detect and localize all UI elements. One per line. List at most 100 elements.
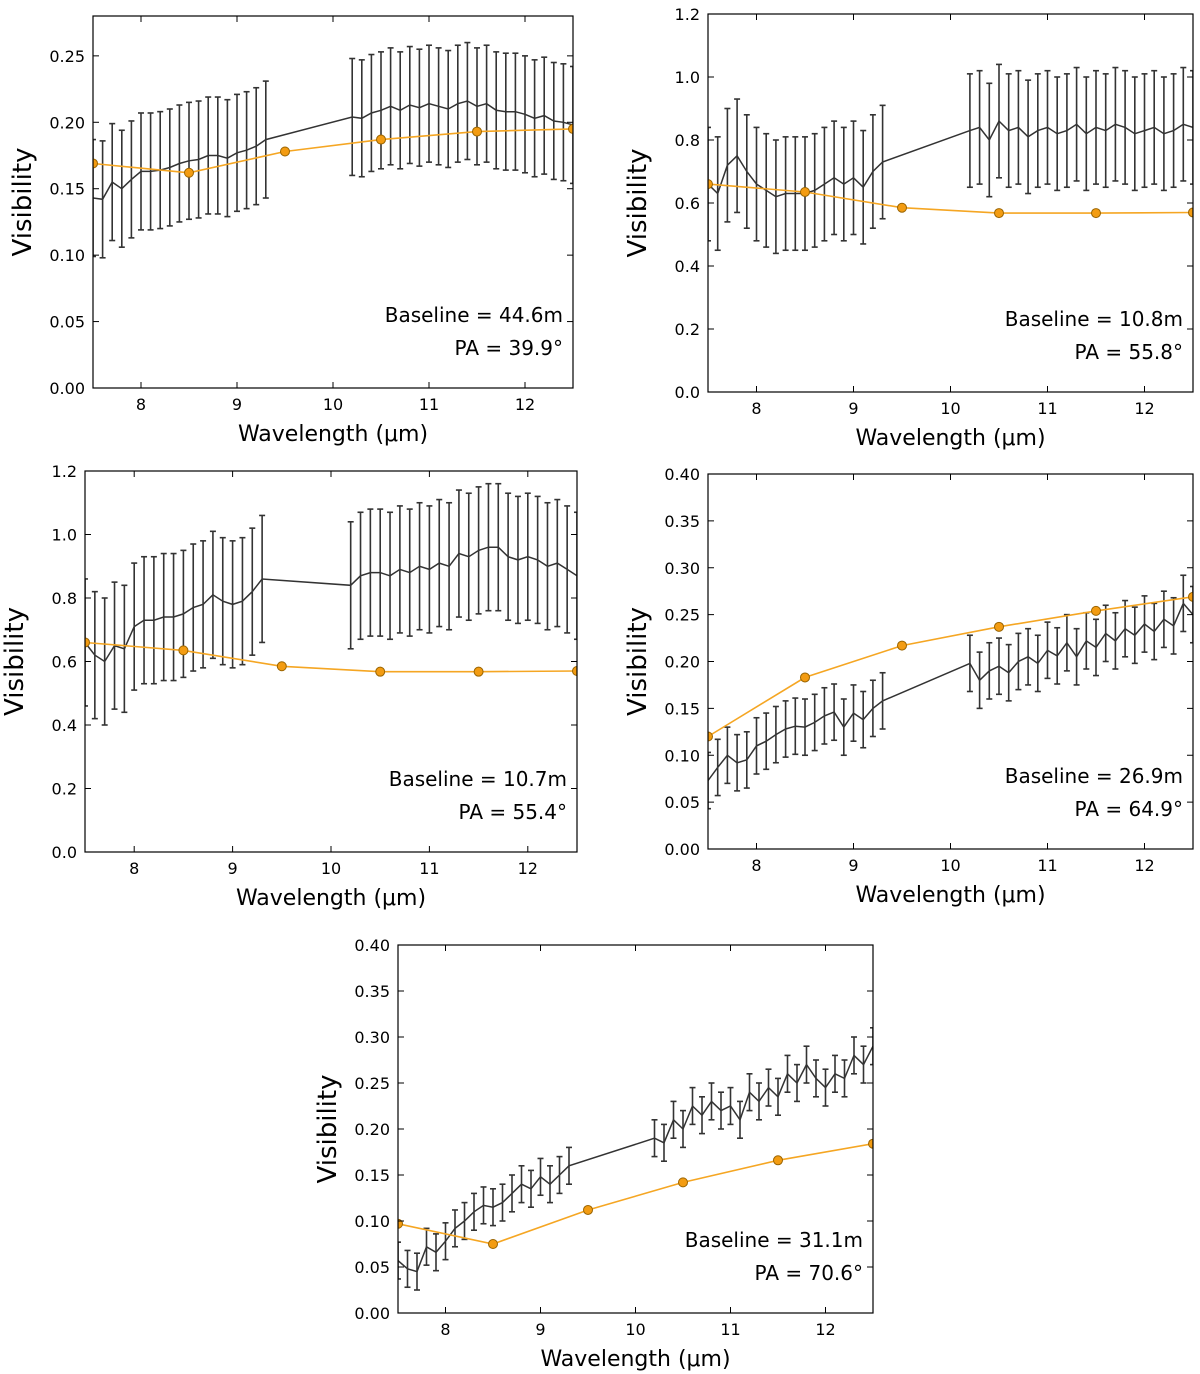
model-series-line <box>85 641 577 673</box>
baseline-annotation: Baseline = 10.8m <box>1005 307 1183 331</box>
error-bar <box>870 1027 873 1066</box>
model-point <box>897 202 907 213</box>
x-tick-label: 10 <box>323 395 343 414</box>
error-bar <box>708 126 711 242</box>
x-tick-label: 12 <box>1134 856 1154 875</box>
y-tick-label: 0.30 <box>354 1028 390 1047</box>
model-point <box>800 186 810 197</box>
x-tick-label: 11 <box>419 395 439 414</box>
x-tick-label: 10 <box>625 1320 645 1339</box>
model-point <box>178 645 189 656</box>
y-axis-label: Visibility <box>313 1075 343 1184</box>
y-tick-label: 0.15 <box>664 699 700 718</box>
y-tick-label: 0.4 <box>675 257 700 276</box>
baseline-annotation: Baseline = 44.6m <box>385 303 563 327</box>
error-bar <box>708 751 711 810</box>
y-tick-label: 1.2 <box>52 462 77 481</box>
y-tick-label: 0.10 <box>664 746 700 765</box>
error-bar <box>398 1241 401 1280</box>
y-tick-label: 0.25 <box>49 47 85 66</box>
x-tick-label: 11 <box>1037 856 1057 875</box>
model-point <box>708 731 713 742</box>
model-series-line <box>708 183 1193 214</box>
x-tick-label: 11 <box>720 1320 740 1339</box>
x-tick-label: 12 <box>518 859 538 878</box>
y-tick-label: 0.25 <box>354 1074 390 1093</box>
panel-1: 8 9 10 11 12 0.00 0.05 0.10 0.15 0.20 0.25 Waveleng… <box>8 15 574 447</box>
x-tick-label: 8 <box>440 1320 450 1339</box>
y-tick-label: 0.10 <box>354 1212 390 1231</box>
x-axis-label: Wavelength (μm) <box>238 422 428 447</box>
model-point <box>280 146 290 157</box>
model-point <box>375 666 386 677</box>
x-tick-label: 8 <box>136 395 146 414</box>
model-point <box>994 208 1004 219</box>
model-point <box>568 123 573 134</box>
x-tick-label: 12 <box>815 1320 835 1339</box>
x-tick-label: 9 <box>232 395 242 414</box>
y-tick-label: 0.0 <box>52 843 77 862</box>
model-point <box>678 1177 688 1188</box>
model-point <box>85 637 90 648</box>
y-tick-label: 0.4 <box>52 716 77 735</box>
model-point <box>93 158 98 169</box>
pa-annotation: PA = 55.4° <box>459 800 567 824</box>
baseline-annotation: Baseline = 26.9m <box>1005 764 1183 788</box>
y-tick-label: 0.8 <box>675 131 700 150</box>
plot-content <box>398 1027 873 1291</box>
x-tick-label: 8 <box>751 399 761 418</box>
x-tick-label: 12 <box>1134 399 1154 418</box>
y-tick-label: 1.0 <box>52 526 77 545</box>
baseline-annotation: Baseline = 10.7m <box>389 767 567 791</box>
y-tick-label: 1.2 <box>675 5 700 24</box>
x-tick-label: 10 <box>940 856 960 875</box>
model-point <box>868 1138 873 1149</box>
panel-5: 8 9 10 11 12 0.00 0.05 0.10 0.15 0.20 0.25 0.30 0.35… <box>313 936 874 1372</box>
plot-area <box>398 945 873 1313</box>
x-tick-label: 12 <box>515 395 535 414</box>
y-tick-label: 0.15 <box>354 1166 390 1185</box>
panel-4: 8 9 10 11 12 0.00 0.05 0.10 0.15 0.20 0.25 0.30 0.35… <box>623 465 1194 908</box>
plot-content <box>93 41 573 259</box>
y-tick-label: 0.0 <box>675 383 700 402</box>
pa-annotation: PA = 70.6° <box>755 1261 863 1285</box>
y-tick-label: 0.2 <box>675 320 700 339</box>
x-tick-label: 10 <box>940 399 960 418</box>
y-tick-label: 0.6 <box>52 653 77 672</box>
x-tick-label: 9 <box>848 856 858 875</box>
x-tick-label: 11 <box>1037 399 1057 418</box>
plot-area <box>85 471 577 852</box>
y-tick-label: 0.00 <box>354 1304 390 1323</box>
error-bar <box>85 578 88 707</box>
x-axis-label: Wavelength (μm) <box>855 883 1045 908</box>
model-point <box>1091 208 1101 219</box>
y-tick-label: 0.05 <box>354 1258 390 1277</box>
plot-content <box>708 63 1193 255</box>
x-tick-label: 8 <box>129 859 139 878</box>
panel-3: 8 9 10 11 12 0.0 0.2 0.4 0.6 0.8 1.0 1.2 Wavelength … <box>0 462 578 911</box>
plot-area <box>93 16 573 388</box>
y-tick-label: 0.8 <box>52 589 77 608</box>
pa-annotation: PA = 64.9° <box>1075 797 1183 821</box>
y-axis-label: Visibility <box>623 149 653 258</box>
observed-series-line <box>708 119 1193 198</box>
model-point <box>488 1239 498 1249</box>
y-tick-label: 0.35 <box>354 982 390 1001</box>
model-point <box>376 134 386 145</box>
y-axis-label: Visibility <box>8 148 38 257</box>
model-point <box>276 661 287 672</box>
model-point <box>572 666 577 677</box>
model-point <box>398 1218 403 1229</box>
model-point <box>773 1155 783 1166</box>
y-tick-label: 0.35 <box>664 512 700 531</box>
y-tick-label: 0.6 <box>675 194 700 213</box>
x-tick-label: 11 <box>419 859 439 878</box>
x-axis-label: Wavelength (μm) <box>540 1347 730 1372</box>
observed-series-line <box>708 602 1193 782</box>
model-point <box>1188 591 1193 602</box>
model-point <box>1188 207 1193 218</box>
error-bar <box>1190 69 1193 185</box>
y-axis-label: Visibility <box>0 607 30 716</box>
model-point <box>184 167 194 178</box>
